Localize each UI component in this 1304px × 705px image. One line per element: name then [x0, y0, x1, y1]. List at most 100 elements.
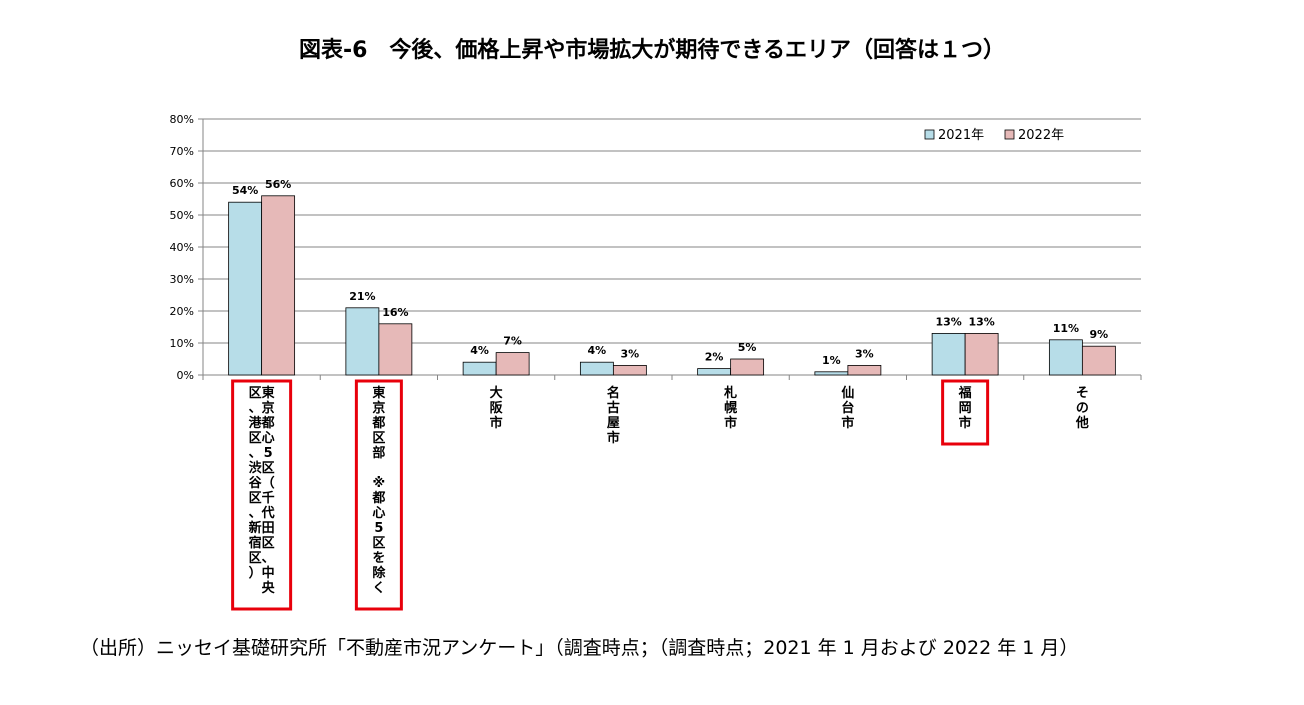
y-tick-label: 50%: [170, 209, 194, 222]
category-label: 屋: [607, 416, 620, 431]
category-label: （: [262, 475, 275, 491]
data-label: 21%: [349, 290, 375, 303]
category-label: 市: [607, 430, 620, 446]
category-label: 仙: [841, 385, 854, 401]
data-label: 3%: [621, 347, 640, 360]
category-label: 区: [372, 431, 385, 446]
bar: [462, 361, 497, 376]
category-label: 、: [249, 401, 262, 416]
highlight-box: [231, 379, 293, 611]
category-label: 田: [262, 521, 275, 536]
y-tick-label: 30%: [170, 273, 194, 286]
category-label: 大: [490, 385, 503, 401]
bar: [495, 352, 530, 376]
grid-lines: [198, 118, 1142, 380]
data-label: 13%: [935, 315, 961, 328]
category-label: ）: [249, 565, 262, 581]
category-label: 区: [262, 461, 275, 476]
category-label: 5: [264, 446, 273, 461]
data-label: 54%: [232, 184, 258, 197]
category-label: 区: [249, 431, 262, 446]
highlight-boxes: [231, 379, 990, 611]
data-label: 4%: [588, 344, 607, 357]
category-label: 東: [372, 385, 385, 401]
category-label: 都: [261, 415, 275, 431]
category-label: の: [1076, 401, 1089, 416]
category-label: ※: [373, 476, 386, 491]
y-tick-label: 80%: [170, 113, 194, 126]
category-label: 都: [371, 490, 385, 506]
category-label: 宿: [249, 535, 262, 551]
category-label: 部: [372, 445, 385, 461]
data-label: 56%: [265, 178, 291, 191]
category-label: 中: [262, 565, 275, 581]
data-label: 11%: [1053, 322, 1079, 335]
category-label: 谷: [249, 475, 263, 491]
category-label: 台: [841, 400, 854, 416]
category-label: 市: [490, 415, 503, 431]
y-tick-label: 10%: [170, 337, 194, 350]
category-label: 他: [1075, 415, 1089, 431]
category-label: 区: [262, 536, 275, 551]
legend: 2021年 2022年: [924, 128, 1064, 143]
category-label: 心: [262, 431, 275, 446]
category-label: 市: [959, 415, 972, 431]
category-label: 都: [371, 415, 385, 431]
category-label: 市: [841, 415, 854, 431]
category-label: 新: [249, 520, 262, 536]
legend-swatch: [1004, 129, 1015, 140]
category-label: く: [372, 581, 385, 596]
y-tick-label: 70%: [170, 145, 194, 158]
bar: [261, 195, 296, 376]
category-label: 市: [724, 415, 737, 431]
data-labels: 54% 21% 4% 4% 2% 1% 13% 11% 56% 16% 7% 3% 5% 3% 13% 9%: [232, 178, 1108, 367]
category-label: 港: [249, 415, 263, 431]
bar: [931, 332, 966, 376]
category-label: 代: [261, 505, 275, 521]
bar: [579, 361, 614, 376]
category-label: 京: [262, 400, 275, 416]
category-label: 区: [249, 386, 262, 401]
category-label: 区: [372, 536, 385, 551]
category-label: を: [372, 551, 385, 566]
bar: [814, 371, 849, 376]
y-tick-label: 20%: [170, 305, 194, 318]
category-label: 除: [372, 565, 386, 581]
source-note: （出所）ニッセイ基礎研究所「不動産市況アンケート」（調査時点；（調査時点；202…: [80, 637, 1079, 659]
category-label: 名: [607, 385, 620, 401]
bars: [228, 195, 1116, 376]
category-label: 札: [723, 385, 737, 401]
category-label: 幌: [724, 400, 737, 416]
category-label: 京: [372, 400, 385, 416]
data-label: 2%: [705, 351, 724, 364]
bar: [964, 332, 999, 376]
legend-swatch: [924, 129, 935, 140]
category-label: 、: [249, 446, 262, 461]
legend-label: 2022年: [1018, 128, 1064, 143]
category-label: 5: [374, 521, 383, 536]
category-label: 阪: [490, 401, 504, 416]
bar: [730, 358, 765, 376]
data-label: 9%: [1090, 328, 1109, 341]
chart-title: 図表-6 今後、価格上昇や市場拡大が期待できるエリア（回答は１つ）: [298, 38, 1005, 63]
data-label: 3%: [855, 347, 874, 360]
category-label: 心: [372, 506, 385, 521]
category-label: 、: [249, 506, 262, 521]
category-label: 岡: [959, 401, 972, 416]
bar: [1048, 339, 1083, 376]
category-label: そ: [1076, 386, 1089, 401]
category-label: 福: [958, 385, 972, 401]
bar: [345, 307, 380, 376]
bar: [378, 323, 413, 376]
data-label: 13%: [968, 315, 994, 328]
category-label: [372, 461, 385, 476]
bar: [612, 364, 647, 376]
bar: [847, 364, 882, 376]
data-label: 7%: [503, 335, 522, 348]
bar: [697, 368, 732, 376]
y-tick-label: 0%: [177, 369, 194, 382]
y-axis-ticks: 0% 10% 20% 30% 40% 50% 60% 70% 80%: [170, 113, 194, 382]
category-label: 東: [262, 385, 275, 401]
